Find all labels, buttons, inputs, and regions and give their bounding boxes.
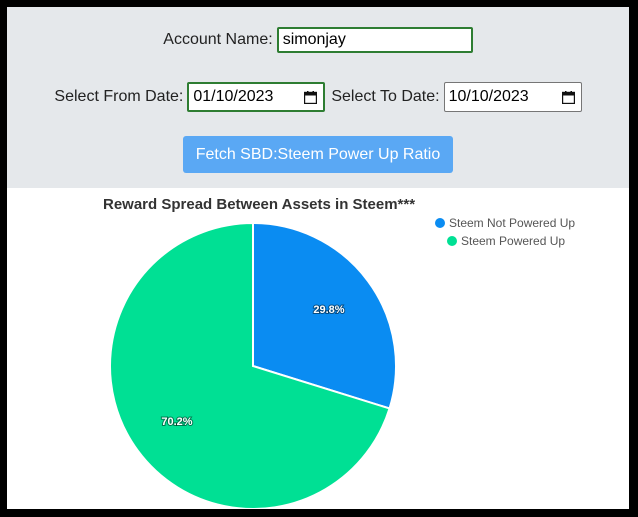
calendar-icon[interactable]: [304, 90, 318, 104]
button-row: Fetch SBD:Steem Power Up Ratio: [7, 136, 629, 173]
from-date-input[interactable]: 01/10/2023: [187, 82, 326, 112]
pie-slice-powered[interactable]: [109, 221, 391, 509]
account-row: Account Name:: [7, 27, 629, 53]
pie-slice-not-powered[interactable]: [252, 221, 397, 410]
account-name-input[interactable]: [276, 27, 473, 53]
account-label: Account Name:: [163, 31, 273, 48]
slice-label: 70.2%: [161, 416, 192, 428]
date-row: Select From Date: 01/10/2023 Select To D…: [7, 82, 629, 112]
to-date-input[interactable]: 10/10/2023: [443, 82, 582, 112]
pie-chart-svg: 29.8% 70.2%: [109, 221, 397, 509]
to-date-value: 10/10/2023: [448, 88, 529, 105]
legend-item-not-powered[interactable]: Steem Not Powered Up: [435, 214, 575, 232]
from-date-value: 01/10/2023: [193, 88, 274, 105]
legend-swatch: [447, 236, 457, 246]
from-date-label: Select From Date:: [54, 88, 184, 105]
pie-chart: 29.8% 70.2% Reward Spread Between Assets …: [7, 188, 629, 509]
calendar-icon[interactable]: [561, 90, 575, 104]
slice-label: 29.8%: [313, 304, 344, 316]
fetch-ratio-button[interactable]: Fetch SBD:Steem Power Up Ratio: [182, 136, 454, 173]
legend-label: Steem Powered Up: [461, 234, 566, 248]
legend-swatch: [435, 218, 445, 228]
legend-label: Steem Not Powered Up: [449, 216, 576, 230]
app-frame: Account Name: Select From Date: 01/10/20…: [7, 7, 629, 509]
form-panel: Account Name: Select From Date: 01/10/20…: [7, 7, 629, 188]
chart-legend: Steem Not Powered Up Steem Powered Up: [435, 214, 575, 250]
chart-title: Reward Spread Between Assets in Steem***: [103, 196, 416, 213]
to-date-label: Select To Date:: [331, 88, 440, 105]
legend-item-powered[interactable]: Steem Powered Up: [447, 232, 575, 250]
